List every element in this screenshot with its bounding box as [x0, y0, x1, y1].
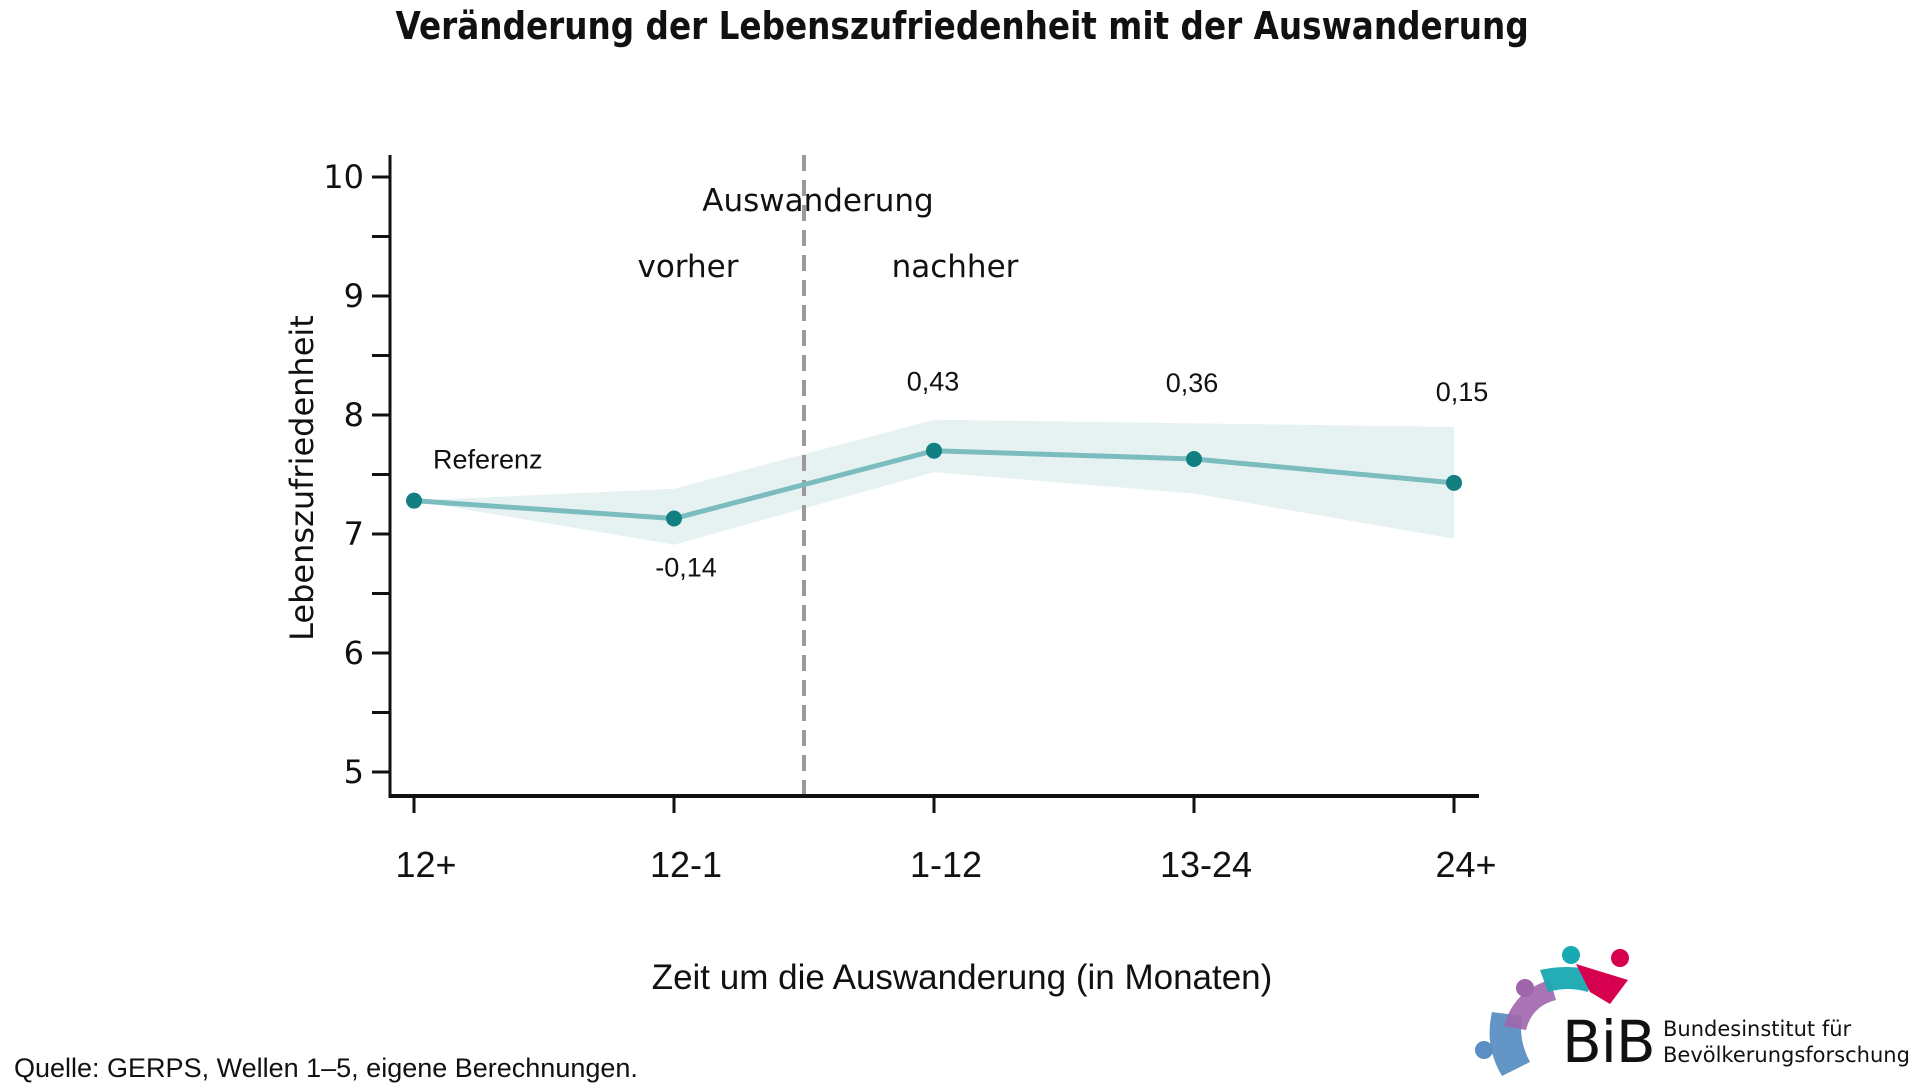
series-point-layer — [406, 442, 1462, 527]
logo-dot-blue — [1475, 1041, 1493, 1059]
logo-arc-red — [1576, 964, 1628, 1004]
data-label: 0,43 — [907, 367, 960, 397]
y-tick-label: 10 — [323, 158, 364, 196]
x-ticks: 12+ 12-1 1-12 13-24 24+ — [395, 796, 1497, 885]
source-note: Quelle: GERPS, Wellen 1–5, eigene Berech… — [14, 1053, 638, 1083]
data-label: 0,36 — [1166, 368, 1219, 398]
y-tick-label: 6 — [344, 634, 364, 672]
data-label: -0,14 — [655, 553, 717, 583]
y-tick-label: 7 — [344, 515, 364, 553]
series-line-segment — [1191, 456, 1457, 486]
logo-dot-red — [1611, 949, 1629, 967]
y-axis-label: Lebenszufriedenheit — [283, 315, 321, 641]
data-point — [926, 442, 942, 459]
x-tick-label: 13-24 — [1160, 844, 1252, 885]
y-tick-label: 9 — [344, 277, 364, 315]
bib-logo-icon — [1475, 946, 1629, 1076]
bib-logo: BiB Bundesinstitut für Bevölkerungsforsc… — [1470, 940, 1920, 1080]
x-tick-label: 24+ — [1435, 844, 1496, 885]
x-tick-label: 1-12 — [910, 844, 982, 885]
x-tick-label: 12-1 — [650, 844, 722, 885]
divider-label: Auswanderung — [702, 183, 933, 219]
logo-name-line1: Bundesinstitut für — [1663, 1017, 1852, 1041]
data-point — [406, 492, 422, 509]
x-axis-label: Zeit um die Auswanderung (in Monaten) — [652, 958, 1273, 997]
after-label: nachher — [892, 249, 1019, 285]
reference-label: Referenz — [433, 445, 543, 475]
line-chart: 5 6 7 8 9 10 12+ 12-1 1-12 13-24 24+ Referenz -0,1… — [283, 155, 1497, 997]
data-point — [1446, 474, 1462, 491]
series-line-segment — [671, 448, 937, 522]
x-tick-label: 12+ — [395, 844, 456, 885]
data-point — [1186, 451, 1202, 468]
confidence-band — [414, 419, 1454, 545]
chart-title: Veränderung der Lebenszufriedenheit mit … — [395, 4, 1529, 48]
y-ticks: 5 6 7 8 9 10 — [323, 158, 390, 791]
y-tick-label: 8 — [344, 396, 364, 434]
series-line-layer — [411, 448, 1457, 522]
data-labels: Referenz -0,14 0,43 0,36 0,15 — [433, 367, 1488, 583]
logo-abbreviation: BiB — [1562, 1008, 1656, 1076]
confidence-band-layer — [414, 419, 1454, 545]
data-label: 0,15 — [1436, 377, 1489, 407]
logo-name-line2: Bevölkerungsforschung — [1663, 1043, 1910, 1067]
data-point — [666, 510, 682, 527]
series-line-segment — [411, 498, 677, 522]
y-tick-label: 5 — [344, 753, 364, 791]
series-line-segment — [931, 448, 1197, 462]
before-label: vorher — [638, 249, 739, 285]
logo-arc-purple — [1504, 980, 1556, 1030]
logo-arc-teal — [1540, 967, 1594, 992]
logo-dot-teal — [1562, 946, 1580, 964]
